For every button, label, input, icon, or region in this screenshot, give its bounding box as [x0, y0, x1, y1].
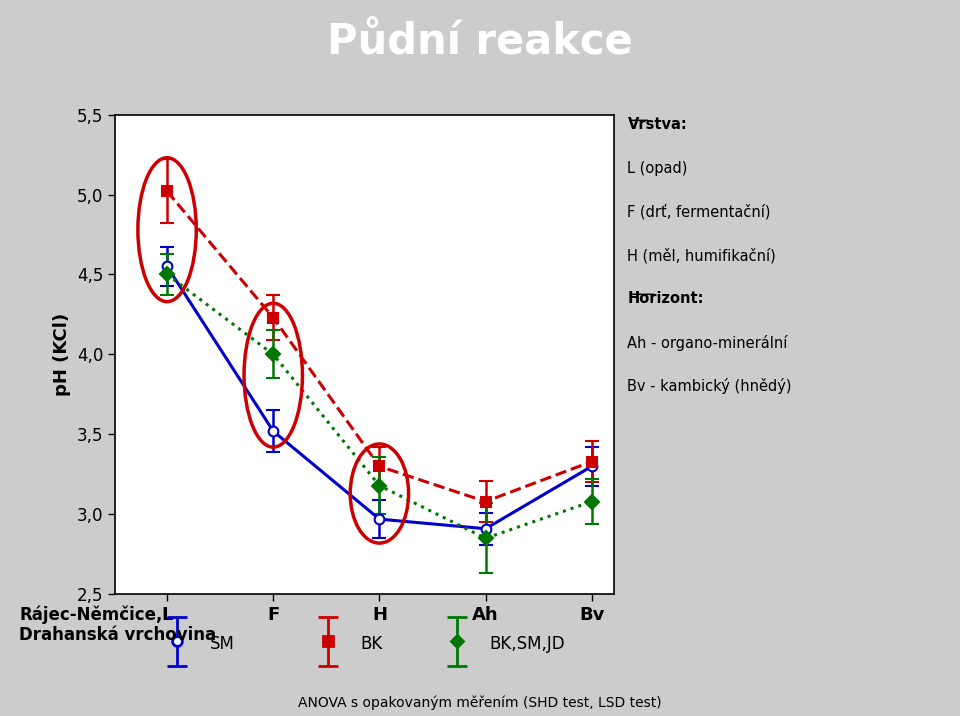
Text: L (opad): L (opad) [628, 160, 687, 175]
Text: Ah - organo-minerální: Ah - organo-minerální [628, 334, 788, 351]
Text: Bv - kambický (hnědý): Bv - kambický (hnědý) [628, 378, 792, 394]
Text: Horizont:: Horizont: [628, 291, 704, 306]
Text: H (měl, humifikační): H (měl, humifikační) [628, 248, 777, 263]
Text: F (drť, fermentační): F (drť, fermentační) [628, 204, 771, 220]
Text: Vrstva:: Vrstva: [628, 117, 687, 132]
Y-axis label: pH (KCl): pH (KCl) [54, 313, 71, 396]
Text: SM: SM [209, 635, 234, 654]
Text: BK: BK [360, 635, 382, 654]
Text: ANOVA s opakovaným měřením (SHD test, LSD test): ANOVA s opakovaným měřením (SHD test, LS… [299, 696, 661, 710]
Text: BK,SM,JD: BK,SM,JD [490, 635, 564, 654]
Text: Rájec-Němčice,
Drahanská vrchovina: Rájec-Němčice, Drahanská vrchovina [19, 605, 216, 644]
Text: Půdní reakce: Půdní reakce [327, 20, 633, 62]
